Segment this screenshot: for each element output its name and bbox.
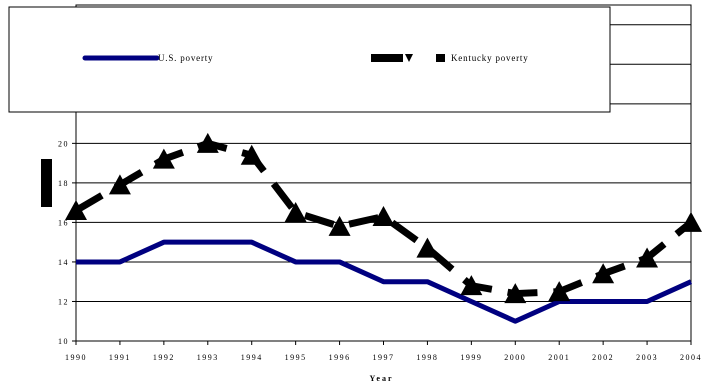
x-tick-label: 1991 xyxy=(109,353,131,362)
x-tick-label: 2003 xyxy=(636,353,658,362)
legend: U.S. poverty Kentucky poverty xyxy=(8,6,611,113)
kentucky-poverty-marker xyxy=(108,174,131,195)
x-tick-label: 2002 xyxy=(592,353,614,362)
kentucky-poverty-marker xyxy=(636,247,659,268)
legend-triangle-marker xyxy=(405,54,413,62)
kentucky-poverty-marker xyxy=(284,202,307,223)
kentucky-poverty-marker xyxy=(65,200,87,221)
kentucky-poverty-marker xyxy=(328,215,351,236)
y-tick-label: 14 xyxy=(58,258,69,267)
kentucky-poverty-marker xyxy=(460,275,483,296)
y-tick-label: 16 xyxy=(58,218,69,227)
kentucky-poverty-marker xyxy=(240,144,263,165)
y-tick-label: 10 xyxy=(58,337,69,346)
kentucky-poverty-marker xyxy=(152,148,175,169)
kentucky-poverty-marker xyxy=(548,281,571,302)
y-tick-label: 12 xyxy=(58,297,69,306)
legend-dash-segment xyxy=(371,54,403,62)
us-poverty-line xyxy=(76,239,693,324)
x-tick-label: 1999 xyxy=(460,353,482,362)
x-axis-title: Year xyxy=(370,374,394,383)
kentucky-poverty-marker xyxy=(196,132,219,153)
legend-dash-segment xyxy=(436,54,445,62)
x-tick-label: 1996 xyxy=(329,353,351,362)
legend-kentucky-poverty-swatch xyxy=(371,54,445,62)
x-tick-label: 1993 xyxy=(197,353,219,362)
legend-kentucky-poverty-label: Kentucky poverty xyxy=(451,53,529,63)
x-tick-label: 1998 xyxy=(416,353,438,362)
x-tick-label: 1992 xyxy=(153,353,175,362)
kentucky-poverty-marker xyxy=(372,205,395,226)
x-tick-label: 2004 xyxy=(680,353,702,362)
y-axis-ticks: 10 12 14 16 18 20 xyxy=(58,139,76,346)
y-tick-label: 20 xyxy=(58,139,69,148)
x-tick-label: 1994 xyxy=(241,353,263,362)
y-tick-label: 18 xyxy=(58,179,69,188)
kentucky-poverty-marker xyxy=(592,263,615,284)
x-tick-label: 2001 xyxy=(548,353,570,362)
series-layer xyxy=(65,132,702,324)
kentucky-poverty-line xyxy=(74,139,694,298)
kentucky-poverty-marker xyxy=(680,211,702,232)
x-tick-label: 2000 xyxy=(504,353,526,362)
kentucky-poverty-marker xyxy=(504,283,527,304)
y-axis-title-bar xyxy=(41,159,52,207)
x-tick-label: 1995 xyxy=(285,353,307,362)
legend-us-poverty-label: U.S. poverty xyxy=(158,53,213,63)
x-axis-ticks: 1990 1991 1992 1993 1994 1995 1996 1997 1998 1999… xyxy=(65,341,702,362)
x-tick-label: 1997 xyxy=(373,353,395,362)
x-tick-label: 1990 xyxy=(65,353,87,362)
kentucky-poverty-marker xyxy=(416,237,439,258)
